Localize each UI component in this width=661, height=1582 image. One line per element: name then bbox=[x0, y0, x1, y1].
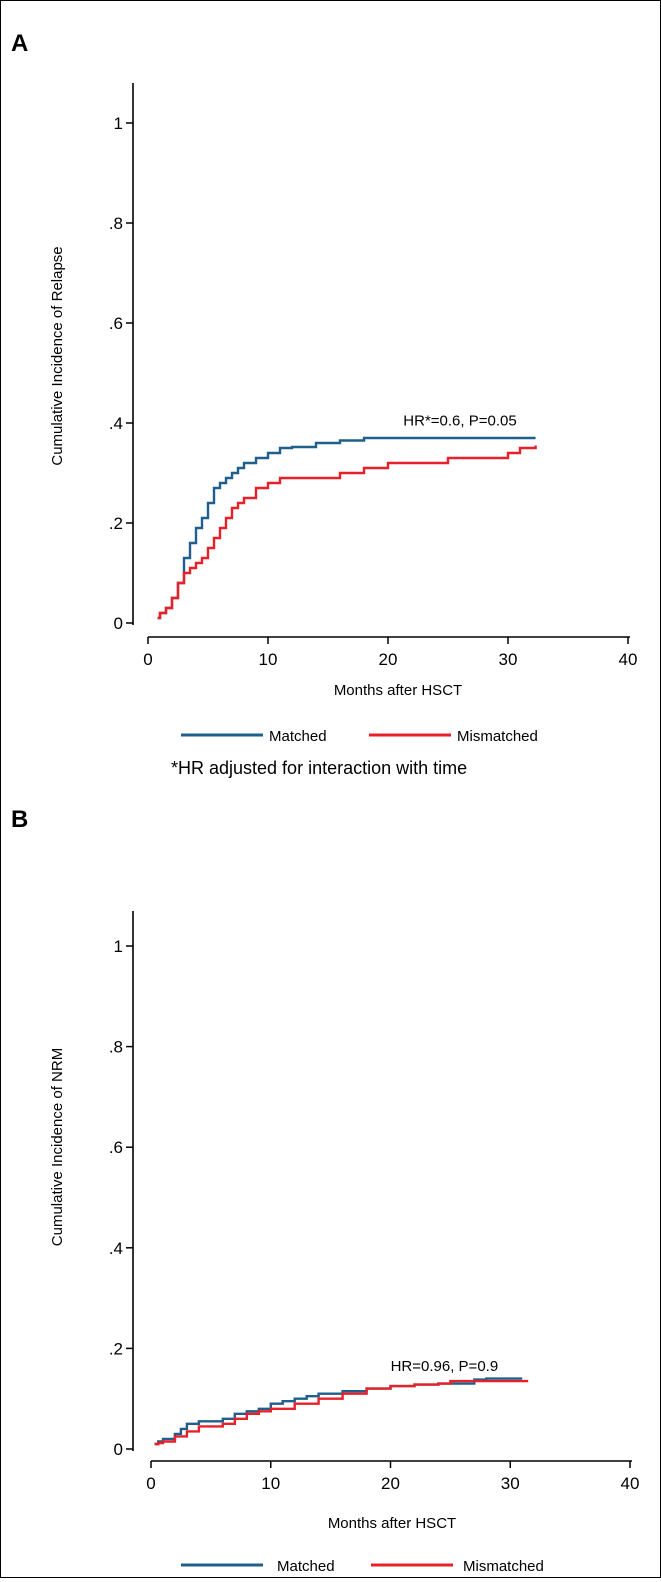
panel-b-x-tick-label: 30 bbox=[501, 1474, 520, 1493]
panel-a-x-tick-label: 30 bbox=[499, 650, 518, 669]
panel-a-x-tick-label: 0 bbox=[143, 650, 152, 669]
panel-b-y-tick-label: 1 bbox=[114, 937, 123, 956]
panel-a-footnote: *HR adjusted for interaction with time bbox=[171, 758, 467, 778]
panel-b: B Cumulative Incidence of NRM 0 .2 .4 .6 .8 1… bbox=[11, 806, 639, 1575]
panel-b-y-axis-title: Cumulative Incidence of NRM bbox=[49, 1048, 66, 1246]
panel-a-legend: Matched Mismatched bbox=[181, 728, 538, 745]
panel-a-y-tick-label: .4 bbox=[109, 414, 123, 433]
panel-b-y-tick-label: .2 bbox=[109, 1339, 123, 1358]
panel-a-y-tick-label: .6 bbox=[109, 314, 123, 333]
panel-a-series-mismatched-line bbox=[157, 445, 537, 620]
panel-a-legend-mismatched-label: Mismatched bbox=[457, 728, 538, 745]
panel-a-y-tick-label: .8 bbox=[109, 214, 123, 233]
panel-b-legend-mismatched-label: Mismatched bbox=[463, 1558, 544, 1575]
panel-b-series-mismatched-line bbox=[154, 1379, 529, 1446]
panel-b-axes: 0.2.4.6.810 10 20 30 40 bbox=[109, 911, 640, 1493]
panel-a-x-axis-title: Months after HSCT bbox=[334, 682, 462, 699]
panel-b-letter: B bbox=[11, 806, 28, 833]
panel-b-y-tick-label: .8 bbox=[109, 1038, 123, 1057]
panel-a-y-tick-label: 0 bbox=[114, 614, 123, 633]
panel-b-x-axis-title: Months after HSCT bbox=[328, 1515, 456, 1532]
panel-b-y-tick-label: .4 bbox=[109, 1239, 123, 1258]
panel-b-x-tick-label: 40 bbox=[621, 1474, 640, 1493]
panel-b-y-tick-label: 0 bbox=[114, 1440, 123, 1459]
panel-a-letter: A bbox=[11, 30, 28, 57]
panel-b-legend-matched-label: Matched bbox=[277, 1558, 335, 1575]
panel-b-y-tick-label: .6 bbox=[109, 1138, 123, 1157]
panel-a-y-axis-title: Cumulative Incidence of Relapse bbox=[49, 246, 66, 465]
panel-a-y-tick-label: 1 bbox=[114, 114, 123, 133]
panel-a-y-tick-label: .2 bbox=[109, 514, 123, 533]
panel-a-series bbox=[157, 436, 537, 620]
panel-b-x-tick-label: 10 bbox=[261, 1474, 280, 1493]
panel-b-legend: Matched Mismatched bbox=[181, 1558, 544, 1575]
panel-b-series-matched-line bbox=[154, 1377, 523, 1446]
panel-a-hr-annotation: HR*=0.6, P=0.05 bbox=[403, 413, 516, 430]
panel-b-series bbox=[154, 1377, 529, 1446]
panel-a-legend-matched-label: Matched bbox=[269, 728, 327, 745]
panel-b-x-tick-label: 0 bbox=[146, 1474, 155, 1493]
panel-a-axes: 0.2.4.6.810 10 20 30 40 bbox=[109, 83, 638, 669]
panel-a-x-tick-label: 40 bbox=[619, 650, 638, 669]
panel-a-series-matched-line bbox=[157, 436, 536, 620]
panel-a-x-tick-label: 10 bbox=[259, 650, 278, 669]
panel-b-x-tick-label: 20 bbox=[381, 1474, 400, 1493]
panel-b-hr-annotation: HR=0.96, P=0.9 bbox=[391, 1358, 499, 1375]
panel-a-x-tick-label: 20 bbox=[379, 650, 398, 669]
panel-a: A Cumulative Incidence of Relapse 0 .2 .4.… bbox=[11, 30, 637, 778]
